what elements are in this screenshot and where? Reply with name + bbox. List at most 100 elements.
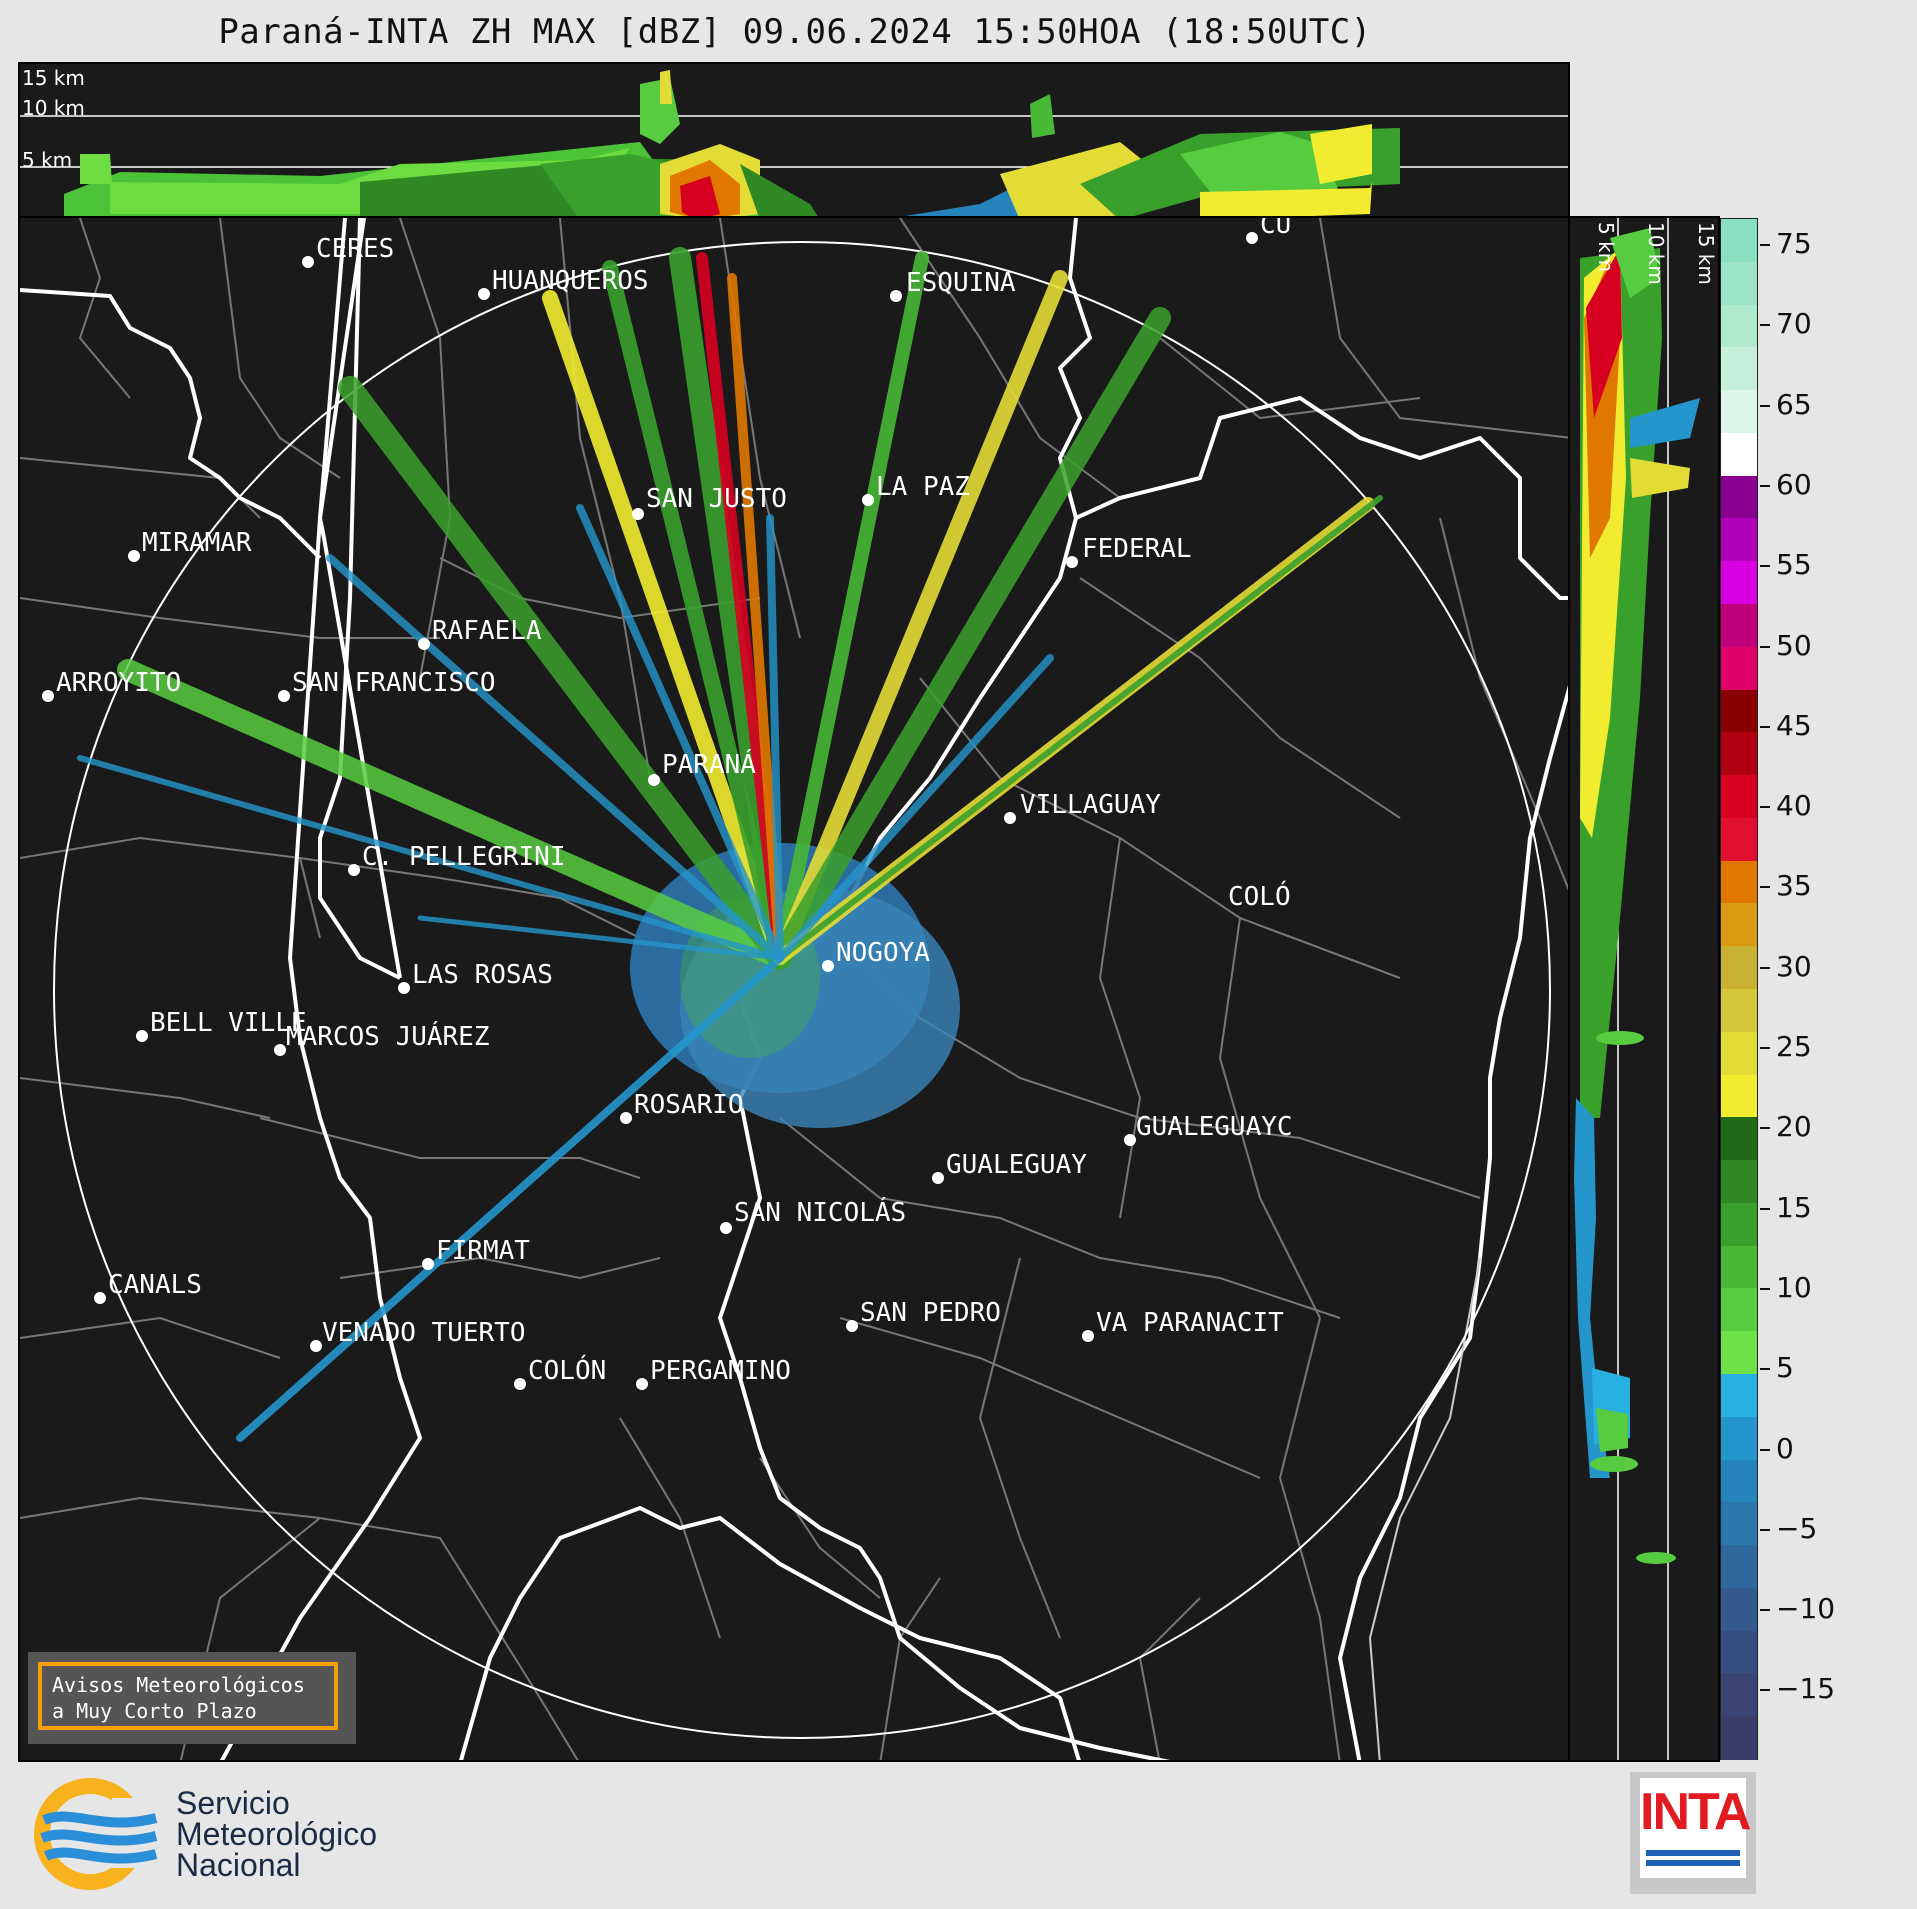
colorbar-segment <box>1721 1416 1757 1461</box>
colorbar-tick-mark <box>1760 1207 1770 1210</box>
side-cross-section-panel: 5 km 10 km 15 km <box>1568 216 1720 1762</box>
colorbar-tick-label: 10 <box>1776 1270 1812 1304</box>
colorbar-tick-label: 55 <box>1776 548 1812 582</box>
colorbar-segment <box>1721 390 1757 434</box>
colorbar-tick-label: 25 <box>1776 1030 1812 1063</box>
colorbar-tick-label: 15 <box>1776 1190 1812 1224</box>
colorbar-tick-label: 60 <box>1776 467 1812 501</box>
colorbar-tick-label: 65 <box>1776 387 1812 421</box>
colorbar-segment <box>1721 1202 1757 1247</box>
colorbar-segment <box>1721 689 1757 734</box>
colorbar-segment <box>1721 1545 1757 1589</box>
colorbar-segment <box>1721 1502 1757 1547</box>
colorbar-tick-mark <box>1760 886 1770 889</box>
colorbar-tick-mark <box>1760 1689 1770 1692</box>
inta-logo-text: INTA <box>1640 1783 1751 1841</box>
colorbar-tick-mark <box>1760 1127 1770 1130</box>
colorbar-segment <box>1721 561 1757 605</box>
side-alt-label-15km: 15 km <box>1694 222 1718 285</box>
colorbar-segment <box>1721 304 1757 349</box>
radar-map-panel: CERES HUANQUEROS ESQUINA SAN JUSTO LA PA… <box>18 216 1570 1762</box>
colorbar-tick-mark <box>1760 1448 1770 1451</box>
inta-logo-card: INTA <box>1640 1778 1751 1878</box>
colorbar-segment <box>1721 261 1757 306</box>
avisos-line2: a Muy Corto Plazo <box>52 1699 257 1723</box>
avisos-box: Avisos Meteorológicos a Muy Corto Plazo <box>28 1652 356 1744</box>
colorbar-tick-mark <box>1760 565 1770 568</box>
colorbar-segment <box>1721 946 1757 990</box>
colorbar-tick-label: 30 <box>1776 949 1812 983</box>
colorbar-segment <box>1721 732 1757 777</box>
colorbar-segment <box>1721 1331 1757 1375</box>
colorbar-segment <box>1721 1160 1757 1204</box>
colorbar-tick-label: 75 <box>1776 227 1812 260</box>
colorbar-tick-label: 20 <box>1776 1110 1812 1144</box>
top-cross-section-plot <box>20 70 1568 216</box>
colorbar-tick-mark <box>1760 244 1770 246</box>
colorbar-tick-mark <box>1760 1047 1770 1049</box>
colorbar-segment <box>1721 347 1757 392</box>
colorbar-tick-mark <box>1760 1528 1770 1531</box>
colorbar-tick-label: 40 <box>1776 789 1812 823</box>
inta-stripe-2 <box>1646 1860 1740 1866</box>
colorbar-segment <box>1721 1031 1757 1076</box>
smn-line3: Nacional <box>176 1847 301 1883</box>
colorbar-segment <box>1721 1716 1757 1760</box>
colorbar-tick-mark <box>1760 484 1770 487</box>
colorbar-tick-label: 45 <box>1776 708 1812 742</box>
avisos-line1: Avisos Meteorológicos <box>52 1673 305 1697</box>
colorbar-tick-mark <box>1760 1609 1770 1612</box>
map-title: Paraná-INTA ZH MAX [dBZ] 09.06.2024 15:5… <box>218 12 1372 52</box>
colorbar-segment <box>1721 1587 1757 1632</box>
colorbar-segment <box>1721 989 1757 1033</box>
smn-line1: Servicio <box>176 1785 290 1821</box>
colorbar-tick-label: 0 <box>1776 1431 1794 1465</box>
inta-logo: INTA <box>1630 1772 1756 1894</box>
colorbar-segment <box>1721 775 1757 819</box>
colorbar-segment <box>1721 646 1757 691</box>
reflectivity-colorbar <box>1720 218 1758 1760</box>
inta-stripe-1 <box>1646 1850 1740 1856</box>
radar-map <box>20 218 1568 1760</box>
colorbar-tick-mark <box>1760 324 1770 327</box>
colorbar-tick-mark <box>1760 806 1770 809</box>
top-alt-label-5km: 5 km <box>22 148 73 172</box>
side-alt-label-10km: 10 km <box>1644 222 1668 285</box>
colorbar-segment <box>1721 604 1757 648</box>
colorbar-segment <box>1721 860 1757 905</box>
colorbar-segment <box>1721 518 1757 563</box>
colorbar-tick-mark <box>1760 966 1770 969</box>
avisos-label: Avisos Meteorológicos a Muy Corto Plazo <box>38 1662 338 1730</box>
colorbar-tick-label: −5 <box>1776 1511 1818 1545</box>
colorbar-segment <box>1721 1117 1757 1162</box>
side-alt-label-5km: 5 km <box>1594 222 1618 273</box>
top-alt-label-15km: 15 km <box>22 66 85 90</box>
colorbar-segment <box>1721 1630 1757 1675</box>
colorbar-segment <box>1721 817 1757 862</box>
colorbar-segment <box>1721 1374 1757 1418</box>
smn-line2: Meteorológico <box>176 1816 377 1852</box>
colorbar-tick-label: 70 <box>1776 307 1812 341</box>
colorbar-tick-mark <box>1760 404 1770 407</box>
colorbar-tick-mark <box>1760 725 1770 728</box>
smn-logo-text: Servicio Meteorológico Nacional <box>176 1785 377 1883</box>
colorbar-segment <box>1721 1673 1757 1718</box>
colorbar-tick-label: 50 <box>1776 628 1812 662</box>
colorbar-tick-mark <box>1760 1368 1770 1371</box>
colorbar-segment <box>1721 219 1757 263</box>
colorbar-tick-label: 35 <box>1776 869 1812 903</box>
smn-logo-icon <box>34 1778 160 1890</box>
colorbar-segment <box>1721 903 1757 948</box>
colorbar-tick-label: −15 <box>1776 1672 1836 1706</box>
colorbar-segment <box>1721 432 1757 477</box>
top-cross-section-panel: 15 km 10 km 5 km <box>18 62 1570 218</box>
colorbar-segment <box>1721 475 1757 520</box>
colorbar-tick-label: 5 <box>1776 1351 1794 1385</box>
colorbar-tick-mark <box>1760 645 1770 648</box>
colorbar-segment <box>1721 1459 1757 1504</box>
top-alt-label-10km: 10 km <box>22 96 85 120</box>
colorbar-tick-mark <box>1760 1287 1770 1290</box>
colorbar-segment <box>1721 1245 1757 1290</box>
colorbar-segment <box>1721 1288 1757 1333</box>
side-cross-section-plot <box>1574 218 1700 1760</box>
